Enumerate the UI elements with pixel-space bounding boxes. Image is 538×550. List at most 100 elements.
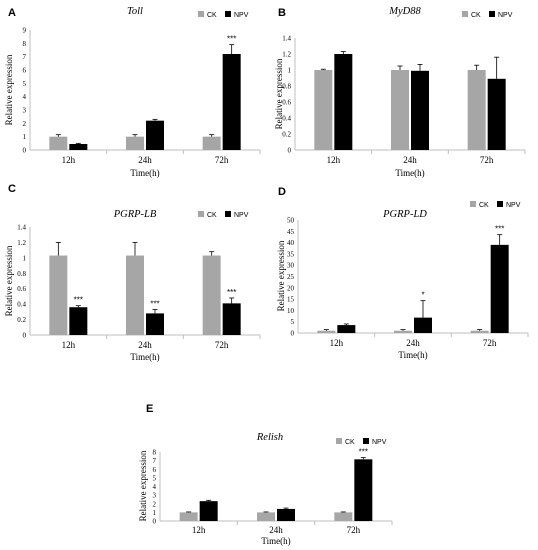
y-tick-label: 45 [287,228,295,236]
legend-label-ck: CK [207,212,217,219]
y-tick-label: 7 [153,457,157,465]
y-tick-label: 1 [153,509,157,517]
chart-title: PGRP-LB [113,209,157,220]
y-tick-label: 0 [291,330,295,338]
panel-c: C PGRP-LB CK NPV 0 0.2 0.4 0.6 0.8 1 1.2 1.4 12h *** 2… [4,183,261,362]
panel-letter: D [278,186,286,198]
bar-npv-72h [490,244,509,333]
y-tick-label: 3 [23,107,27,115]
y-tick-label: 4 [23,93,27,101]
x-tick-label: 12h [62,340,76,350]
legend-swatch-ck [470,201,476,207]
legend-swatch-ck [198,11,204,17]
y-tick-label: 4 [153,483,157,491]
x-tick-label: 24h [406,338,420,348]
legend-label-ck: CK [471,12,481,19]
x-axis-label: Time(h) [261,536,290,546]
bar-ck-72h [470,330,489,333]
bar-npv-24h [146,120,164,150]
y-tick-label: 1 [23,254,27,262]
legend-swatch-npv [497,201,503,207]
y-tick-label: 0.8 [282,83,291,91]
y-tick-label: 1 [23,133,27,141]
legend-label-ck: CK [479,202,489,209]
panel-letter: C [8,183,16,195]
bar-ck-72h [467,70,486,150]
significance-marker: *** [495,225,504,234]
bar-npv-24h [411,70,429,150]
legend-label-ck: CK [345,439,355,446]
legend-swatch-ck [198,211,204,217]
panel-letter: A [8,7,16,19]
y-tick-label: 0 [23,332,27,340]
y-tick-label: 3 [153,492,157,500]
legend-swatch-ck [336,438,342,444]
significance-marker: *** [227,35,236,44]
legend-swatch-npv [363,438,369,444]
y-axis-label: Relative expression [4,245,14,316]
panel-letter: B [278,7,286,19]
y-tick-label: 1 [288,67,292,75]
y-tick-label: 5 [291,318,295,326]
legend: CK NPV [470,201,521,209]
y-axis-label: Relative expression [138,450,148,521]
bar-npv-12h [337,325,356,333]
x-tick-label: 72h [215,155,229,165]
y-tick-label: 40 [287,239,295,247]
y-tick-label: 1.2 [17,239,26,247]
y-tick-label: 0 [23,147,27,155]
x-axis-label: Time(h) [398,350,427,360]
y-tick-label: 6 [153,466,157,474]
bar-ck-24h [391,70,409,150]
legend-label-ck: CK [207,12,217,19]
y-axis-label: Relative expression [274,58,284,129]
y-tick-label: 8 [23,40,27,48]
bar-npv-72h [222,303,241,335]
legend-label-npv: NPV [234,212,249,219]
bar-ck-24h [126,255,144,335]
panel-d: D PGRP-LD CK NPV 0 5 10 15 20 25 30 35 40 45 50 12h 24h *… [276,186,529,360]
bar-npv-72h [222,54,241,150]
y-tick-label: 15 [287,296,295,304]
bar-npv-12h [69,144,88,150]
legend-label-npv: NPV [234,12,249,19]
chart-title: Toll [127,6,143,17]
bar-npv-72h [487,78,506,150]
legend-swatch-npv [225,211,231,217]
bar-npv-12h [69,307,88,335]
x-tick-label: 72h [215,340,229,350]
x-axis-label: Time(h) [130,352,159,362]
legend-label-npv: NPV [506,202,521,209]
legend: CK NPV [336,438,387,446]
bar-ck-12h [49,136,68,150]
bar-ck-72h [202,136,221,150]
y-tick-label: 0.4 [282,115,291,123]
panel-b: B MyD88 CK NPV 0 0.2 0.4 0.6 0.8 1 1.2 1.4 12h 24h 72h… [274,6,526,178]
x-tick-label: 12h [192,525,206,535]
bar-npv-24h [277,508,295,521]
bar-ck-12h [49,255,68,335]
y-tick-label: 1.4 [282,35,291,43]
significance-marker: *** [227,288,236,297]
x-tick-label: 72h [483,338,497,348]
x-tick-label: 72h [347,525,361,535]
y-tick-label: 0.2 [17,316,26,324]
bar-npv-24h [146,313,164,335]
x-tick-label: 24h [403,155,417,165]
bar-npv-12h [334,54,353,150]
x-tick-label: 24h [138,155,152,165]
bar-ck-12h [317,330,336,333]
significance-marker: *** [74,296,83,305]
bar-ck-72h [202,255,221,335]
x-tick-label: 24h [269,525,283,535]
y-tick-label: 0.4 [17,301,26,309]
bar-ck-24h [126,136,144,150]
bar-ck-24h [394,330,412,333]
y-tick-label: 1.4 [17,224,26,232]
x-tick-label: 12h [327,155,341,165]
bar-npv-24h [414,317,432,333]
y-tick-label: 10 [287,307,295,315]
y-tick-label: 7 [23,53,27,61]
legend: CK NPV [462,11,513,19]
